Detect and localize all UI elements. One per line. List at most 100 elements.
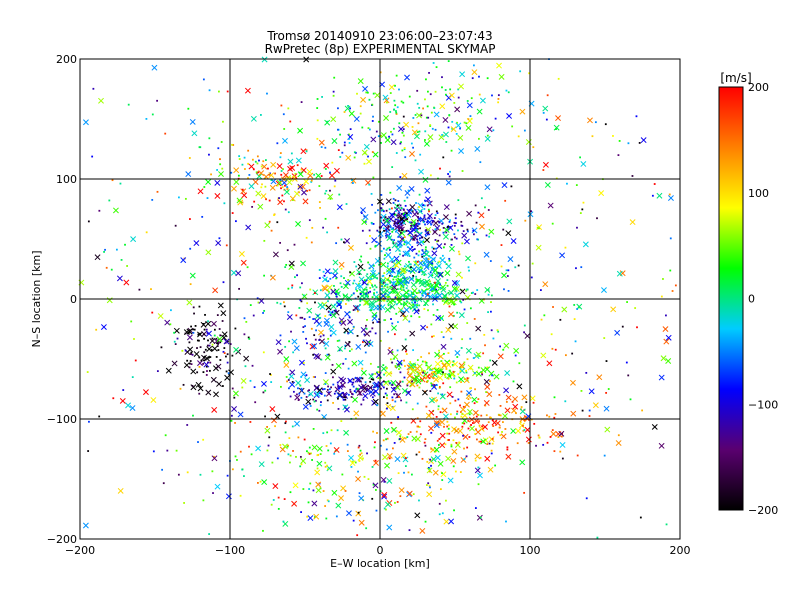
data-point-dot (470, 424, 472, 426)
data-point-dot (390, 238, 393, 241)
data-point-dot (286, 445, 289, 448)
data-point-dot (441, 300, 444, 302)
data-point-dot (444, 89, 447, 91)
data-point-dot (300, 376, 303, 378)
data-point-dot (301, 316, 304, 319)
data-point-dot (449, 402, 452, 405)
data-point-dot (416, 371, 419, 374)
data-point-dot (404, 218, 407, 221)
data-point-dot (409, 431, 412, 433)
data-point-dot (91, 155, 94, 158)
data-point-dot (386, 296, 389, 299)
data-point-x (376, 240, 382, 247)
data-point-x (261, 479, 268, 486)
data-point-dot (306, 342, 308, 345)
data-point-x (213, 365, 219, 372)
data-point-x (402, 456, 409, 463)
data-point-dot (241, 386, 244, 389)
data-point-x (183, 329, 190, 336)
data-point-dot (329, 329, 332, 332)
data-point-dot (424, 285, 427, 288)
data-point-dot (417, 309, 420, 312)
data-point-dot (326, 399, 329, 402)
data-point-dot (390, 318, 392, 320)
data-point-dot (427, 309, 429, 312)
data-point-dot (378, 263, 380, 266)
data-point-dot (366, 452, 368, 455)
data-point-x (335, 502, 342, 509)
data-point-dot (359, 299, 362, 301)
data-point-x (435, 315, 442, 321)
data-point-x (282, 443, 288, 450)
data-point-dot (208, 137, 211, 140)
data-point-dot (426, 233, 429, 236)
data-point-dot (194, 325, 197, 327)
data-point-x (398, 126, 404, 133)
data-point-dot (248, 174, 251, 176)
data-point-dot (347, 367, 350, 370)
data-point-dot (461, 170, 464, 172)
data-point-dot (403, 222, 406, 225)
data-point-dot (402, 101, 405, 104)
data-point-dot (391, 275, 394, 277)
data-point-dot (532, 146, 535, 149)
data-point-dot (396, 385, 399, 388)
data-point-x (658, 442, 665, 449)
data-point-dot (403, 209, 405, 211)
data-point-x (546, 360, 553, 367)
data-point-x (405, 239, 412, 246)
data-point-dot (370, 277, 373, 280)
data-point-dot (284, 422, 287, 425)
data-point-dot (497, 98, 500, 100)
data-point-dot (441, 134, 444, 136)
data-point-dot (347, 332, 350, 335)
data-point-dot (359, 292, 362, 295)
data-point-dot (404, 156, 407, 159)
data-point-dot (401, 149, 404, 152)
data-point-dot (432, 62, 435, 64)
data-point-dot (351, 383, 354, 386)
data-point-dot (524, 219, 527, 222)
data-point-x (315, 172, 322, 179)
data-point-x (651, 423, 658, 430)
colorbar-tick-label: 0 (748, 293, 755, 306)
data-point-dot (229, 343, 232, 345)
data-point-dot (424, 139, 426, 141)
data-point-dot (377, 272, 380, 275)
data-point-dot (346, 443, 349, 446)
data-point-dot (573, 304, 576, 306)
data-point-x (459, 288, 466, 295)
data-point-dot (395, 214, 398, 217)
data-point-x (315, 481, 322, 488)
data-point-dot (474, 459, 477, 462)
data-point-dot (324, 192, 327, 195)
data-point-dot (284, 208, 287, 211)
data-point-dot (502, 228, 505, 231)
data-point-x (233, 167, 240, 174)
data-point-dot (206, 332, 209, 335)
data-point-x (191, 130, 198, 137)
data-point-dot (424, 130, 427, 133)
data-point-dot (408, 391, 410, 393)
data-point-dot (389, 226, 392, 228)
data-point-dot (284, 431, 287, 434)
data-point-dot (551, 222, 554, 225)
data-point-dot (507, 91, 510, 94)
data-point-dot (386, 387, 388, 390)
data-point-dot (391, 383, 394, 386)
data-point-x (106, 297, 113, 304)
data-point-dot (466, 358, 469, 361)
data-point-dot (262, 529, 264, 532)
data-point-dot (447, 126, 450, 129)
data-point-dot (412, 493, 415, 496)
data-point-dot (343, 144, 346, 147)
data-point-dot (327, 337, 330, 340)
data-point-x (261, 163, 268, 170)
data-point-dot (282, 168, 284, 171)
data-point-dot (489, 359, 492, 362)
data-point-x (345, 154, 352, 161)
data-point-dot (439, 283, 441, 286)
data-point-dot (473, 64, 475, 67)
data-point-dot (420, 378, 422, 380)
data-point-dot (325, 189, 328, 192)
